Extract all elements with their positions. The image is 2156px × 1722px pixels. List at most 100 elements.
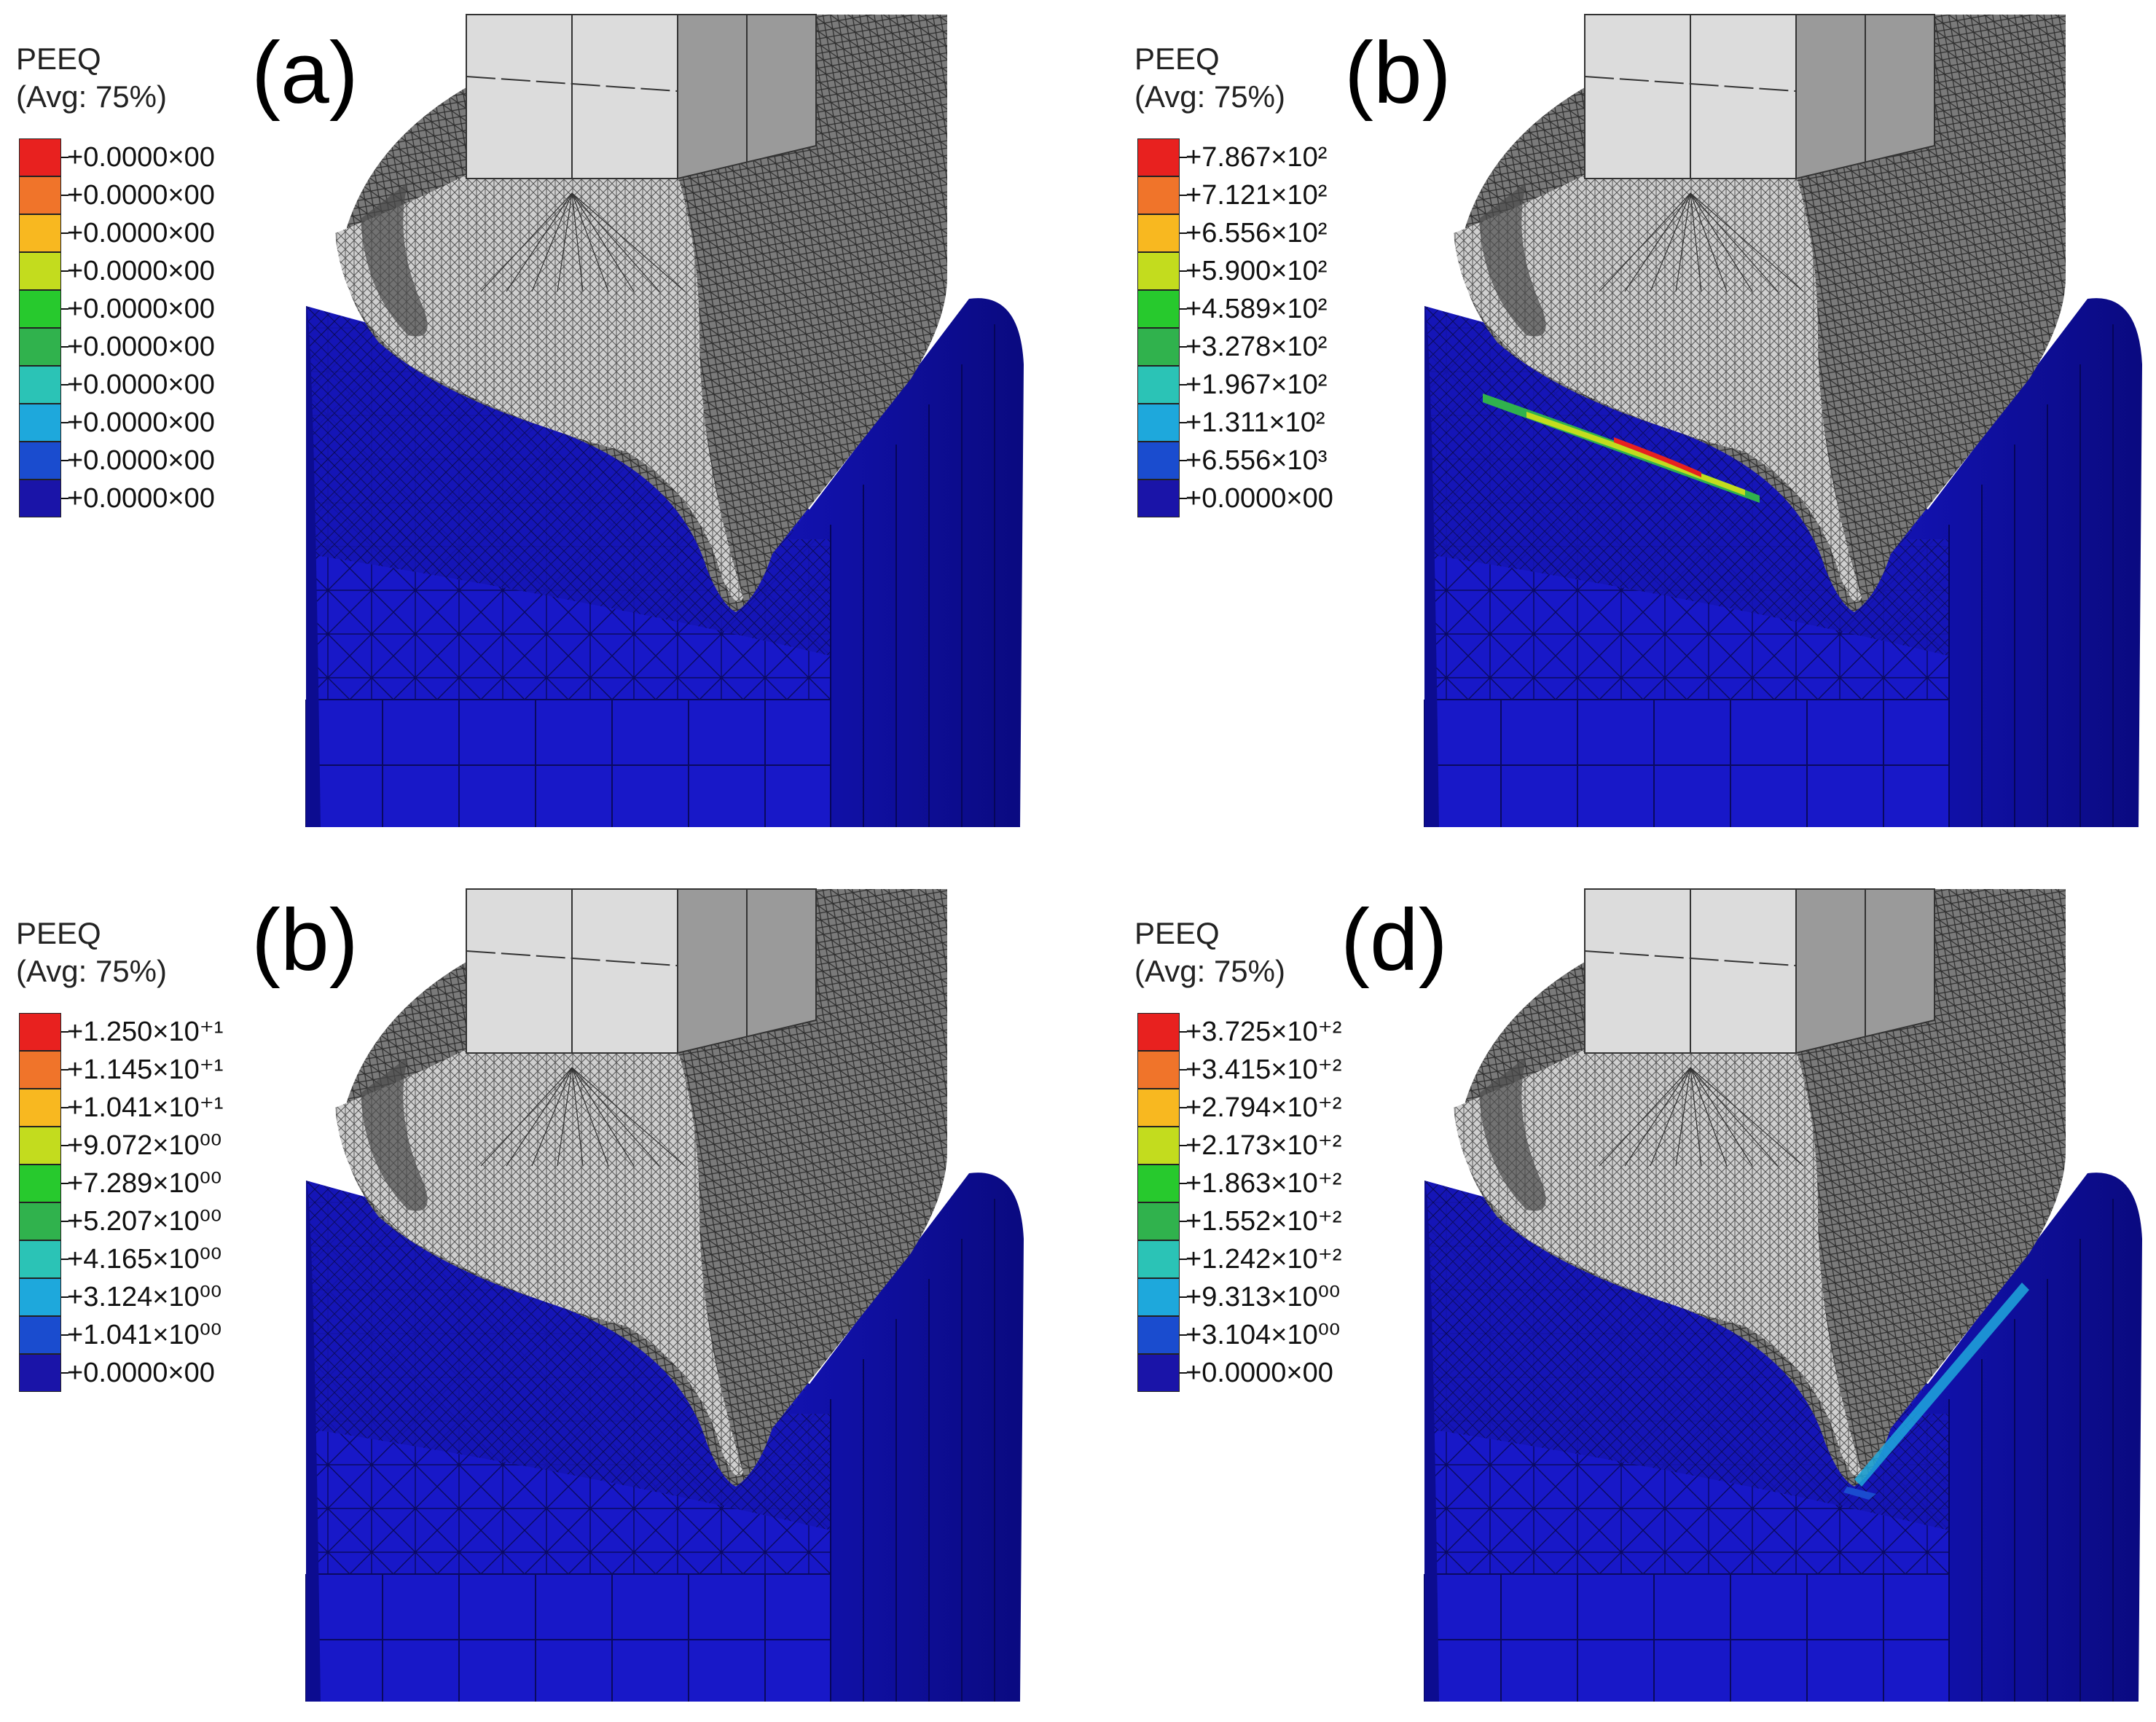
legend-tick-label: +0.0000×00: [67, 142, 215, 173]
legend-swatch: [19, 1354, 61, 1392]
legend-swatch: [1137, 1240, 1180, 1278]
legend-tick: [1180, 270, 1187, 272]
legend-tick: [1180, 498, 1187, 499]
legend-tick: [1180, 422, 1187, 423]
legend-tick-label: +3.104×10⁰⁰: [1185, 1320, 1341, 1350]
legend-tick: [1180, 1296, 1187, 1298]
legend-swatch: [1137, 1316, 1180, 1354]
legend-tick: [61, 232, 68, 234]
legend-swatch: [1137, 1202, 1180, 1240]
legend-swatch: [1137, 1354, 1180, 1392]
legend-tick-label: +2.173×10⁺²: [1185, 1130, 1342, 1161]
legend-tick: [1180, 1221, 1187, 1222]
legend-tick: [1180, 384, 1187, 386]
legend-swatch: [19, 1316, 61, 1354]
legend-title: PEEQ: [1134, 916, 1220, 950]
workpiece-side-face: [1905, 298, 2142, 827]
legend-tick: [1180, 1069, 1187, 1071]
legend-tick-label: +3.124×10⁰⁰: [67, 1282, 222, 1312]
legend-tick-label: +0.0000×00: [67, 483, 215, 514]
legend-tick-label: +7.289×10⁰⁰: [67, 1168, 222, 1199]
legend-tick: [61, 1259, 68, 1260]
legend-swatch: [1137, 176, 1180, 214]
legend-tick: [1180, 1107, 1187, 1108]
legend-swatch: [19, 138, 61, 176]
legend-title: PEEQ: [1134, 42, 1220, 76]
legend-swatch: [19, 1202, 61, 1240]
legend-tick-label: +1.311×10²: [1185, 407, 1325, 438]
legend-tick-label: +0.0000×00: [67, 180, 215, 211]
legend-tick: [1180, 308, 1187, 310]
legend-tick-label: +0.0000×00: [67, 369, 215, 400]
panel-label: (b): [1344, 24, 1451, 122]
strain-band: [1483, 394, 1760, 503]
legend-swatch: [19, 1089, 61, 1127]
legend-swatch: [1137, 214, 1180, 252]
legend-tick-label: +2.794×10⁺²: [1185, 1092, 1342, 1123]
legend-tick: [1180, 460, 1187, 461]
color-legend: PEEQ (Avg: 75%) +0.0000×00 +0.0000×00 +0.000…: [16, 40, 215, 517]
legend-swatch: [19, 176, 61, 214]
legend-tick: [61, 1107, 68, 1108]
legend-tick: [1180, 195, 1187, 196]
legend-tick: [61, 498, 68, 499]
legend-tick: [61, 1296, 68, 1298]
legend-tick-label: +0.0000×00: [67, 445, 215, 476]
legend-tick: [1180, 232, 1187, 234]
fem-model-render: [1424, 14, 2142, 827]
legend-tick: [61, 195, 68, 196]
legend-swatch: [19, 328, 61, 366]
legend-tick-label: +4.165×10⁰⁰: [67, 1244, 222, 1275]
legend-subtitle: (Avg: 75%): [1134, 79, 1285, 114]
legend-tick: [1180, 1031, 1187, 1033]
legend-tick: [1180, 1372, 1187, 1374]
legend-tick: [61, 1221, 68, 1222]
color-legend: PEEQ (Avg: 75%) +3.725×10⁺² +3.415×10⁺² +2.7…: [1134, 915, 1341, 1392]
fem-model-render: [1424, 888, 2142, 1702]
legend-tick-label: +3.415×10⁺²: [1185, 1054, 1342, 1085]
legend-tick: [61, 460, 68, 461]
legend-swatch: [19, 1240, 61, 1278]
legend-tick: [61, 422, 68, 423]
legend-tick: [1180, 1183, 1187, 1184]
legend-tick-label: +6.556×10³: [1185, 445, 1328, 476]
legend-tick: [1180, 1334, 1187, 1336]
legend-swatch: [19, 442, 61, 480]
legend-tick-label: +9.072×10⁰⁰: [67, 1130, 222, 1161]
legend-tick-label: +0.0000×00: [67, 1358, 215, 1388]
legend-swatch: [1137, 1051, 1180, 1089]
legend-tick-label: +1.041×10⁰⁰: [67, 1320, 222, 1350]
legend-swatch: [1137, 328, 1180, 366]
legend-tick: [61, 1372, 68, 1374]
legend-swatch: [1137, 1089, 1180, 1127]
legend-tick: [1180, 1145, 1187, 1146]
legend-tick-label: +1.863×10⁺²: [1185, 1168, 1342, 1199]
legend-swatch: [19, 404, 61, 442]
color-legend: PEEQ (Avg: 75%) +1.250×10⁺¹ +1.145×10⁺¹ +1.0…: [16, 915, 223, 1392]
legend-tick: [61, 270, 68, 272]
legend-swatch: [1137, 366, 1180, 404]
legend-tick-label: +1.041×10⁺¹: [67, 1092, 224, 1123]
legend-tick: [61, 1069, 68, 1071]
legend-tick: [61, 308, 68, 310]
legend-tick: [61, 1183, 68, 1184]
legend-subtitle: (Avg: 75%): [16, 79, 167, 114]
legend-swatch: [19, 290, 61, 328]
legend-tick-label: +5.207×10⁰⁰: [67, 1206, 222, 1237]
legend-swatch: [1137, 1278, 1180, 1316]
legend-title: PEEQ: [16, 42, 101, 76]
color-legend: PEEQ (Avg: 75%) +7.867×10² +7.121×10² +6.556…: [1134, 40, 1333, 517]
legend-tick-label: +9.313×10⁰⁰: [1185, 1282, 1341, 1312]
workpiece-side-face: [787, 1173, 1024, 1702]
legend-tick-label: +0.0000×00: [67, 256, 215, 286]
legend-swatch: [19, 1013, 61, 1051]
legend-tick: [61, 157, 68, 158]
legend-tick: [61, 346, 68, 348]
legend-swatch: [1137, 1165, 1180, 1202]
legend-tick-label: +0.0000×00: [67, 407, 215, 438]
legend-tick-label: +3.278×10²: [1185, 332, 1328, 362]
legend-tick-label: +1.145×10⁺¹: [67, 1054, 224, 1085]
legend-tick-label: +0.0000×00: [67, 218, 215, 248]
legend-tick-label: +3.725×10⁺²: [1185, 1017, 1342, 1047]
legend-swatch: [19, 214, 61, 252]
